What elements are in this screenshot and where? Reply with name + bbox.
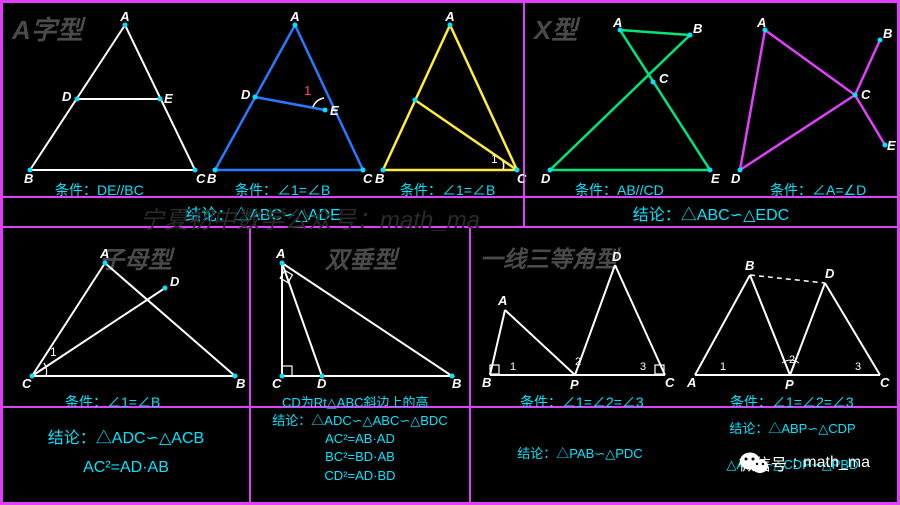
wechat-badge: 微信号:math_ma [739, 451, 870, 475]
svg-text:1: 1 [304, 83, 311, 98]
svg-text:1: 1 [491, 152, 498, 166]
fig-a1: A B C D E [20, 15, 200, 180]
fig-zimu: 1 A C B D [20, 248, 245, 388]
svg-text:P: P [785, 377, 794, 392]
fig-sc: A C B D [262, 248, 462, 388]
conc-zimu-l1: 结论：△ADC∽△ACB [2, 425, 250, 454]
svg-text:3: 3 [855, 361, 861, 373]
wechat-id: math_ma [803, 454, 870, 472]
svg-text:A: A [756, 15, 766, 30]
conc-x: 结论：△ABC∽△EDC [524, 201, 898, 225]
svg-text:B: B [24, 171, 33, 186]
svg-text:B: B [745, 258, 754, 273]
svg-text:D: D [825, 266, 835, 281]
conc-sc-l1: 结论：△ADC∽△ABC∽△BDC [250, 412, 470, 430]
fig-a3: 1 A B C [375, 15, 525, 180]
svg-text:B: B [236, 376, 245, 391]
svg-text:B: B [207, 171, 216, 186]
svg-text:A: A [99, 246, 109, 261]
conc-sc-l2: AC²=AB·AD [250, 430, 470, 448]
svg-text:C: C [272, 376, 282, 391]
wechat-icon [739, 450, 769, 476]
conc-a: 结论：△ABC∽△ADE [2, 201, 524, 225]
fig-yx1: 1 2 3 A B P C D [480, 255, 675, 390]
conc-zimu: 结论：△ADC∽△ACB AC²=AD·AB [2, 425, 250, 483]
svg-text:D: D [317, 376, 327, 391]
svg-text:A: A [686, 375, 696, 390]
fig-yx2: 1 2 3 A B P D C [685, 255, 890, 390]
svg-text:C: C [880, 375, 890, 390]
svg-text:E: E [711, 171, 720, 186]
conc-sc: 结论：△ADC∽△ABC∽△BDC AC²=AB·AD BC²=BD·AB CD… [250, 412, 470, 485]
conc-sc-l3: BC²=BD·AB [250, 448, 470, 466]
svg-text:1: 1 [510, 361, 516, 373]
svg-text:A: A [612, 15, 622, 30]
svg-text:B: B [375, 171, 384, 186]
conc-sc-l4: CD²=AD·BD [250, 467, 470, 485]
svg-text:C: C [659, 71, 669, 86]
svg-text:E: E [887, 138, 896, 153]
svg-text:D: D [731, 171, 741, 186]
conc-yx2-l1: 结论：△ABP∽△CDP [690, 420, 895, 438]
svg-text:A: A [275, 246, 285, 261]
svg-text:C: C [861, 87, 871, 102]
fig-x2: A B C D E [725, 15, 895, 180]
svg-text:A: A [119, 9, 129, 24]
svg-text:C: C [363, 171, 373, 186]
svg-text:3: 3 [640, 361, 646, 373]
svg-text:D: D [62, 89, 72, 104]
svg-text:B: B [693, 21, 702, 36]
svg-text:E: E [330, 103, 339, 118]
svg-text:B: B [452, 376, 461, 391]
svg-text:C: C [22, 376, 32, 391]
fig-x1: A B C D E [535, 15, 720, 180]
svg-text:A: A [497, 293, 507, 308]
svg-text:D: D [170, 274, 180, 289]
svg-text:A: A [289, 9, 299, 24]
svg-text:B: B [482, 375, 491, 390]
svg-text:1: 1 [720, 361, 726, 373]
svg-text:1: 1 [50, 345, 57, 359]
svg-text:B: B [883, 26, 892, 41]
svg-text:D: D [612, 249, 622, 264]
svg-text:P: P [570, 377, 579, 392]
svg-text:E: E [164, 91, 173, 106]
conc-zimu-l2: AC²=AD·AB [2, 454, 250, 483]
fig-a2: 1 A B C D E [205, 15, 370, 180]
svg-text:D: D [541, 171, 551, 186]
wechat-colon: : [793, 454, 797, 472]
svg-text:2: 2 [575, 356, 581, 368]
svg-text:A: A [444, 9, 454, 24]
conc-yx1: 结论：△PAB∽△PDC [480, 445, 680, 463]
svg-text:C: C [665, 375, 675, 390]
svg-text:D: D [241, 87, 251, 102]
